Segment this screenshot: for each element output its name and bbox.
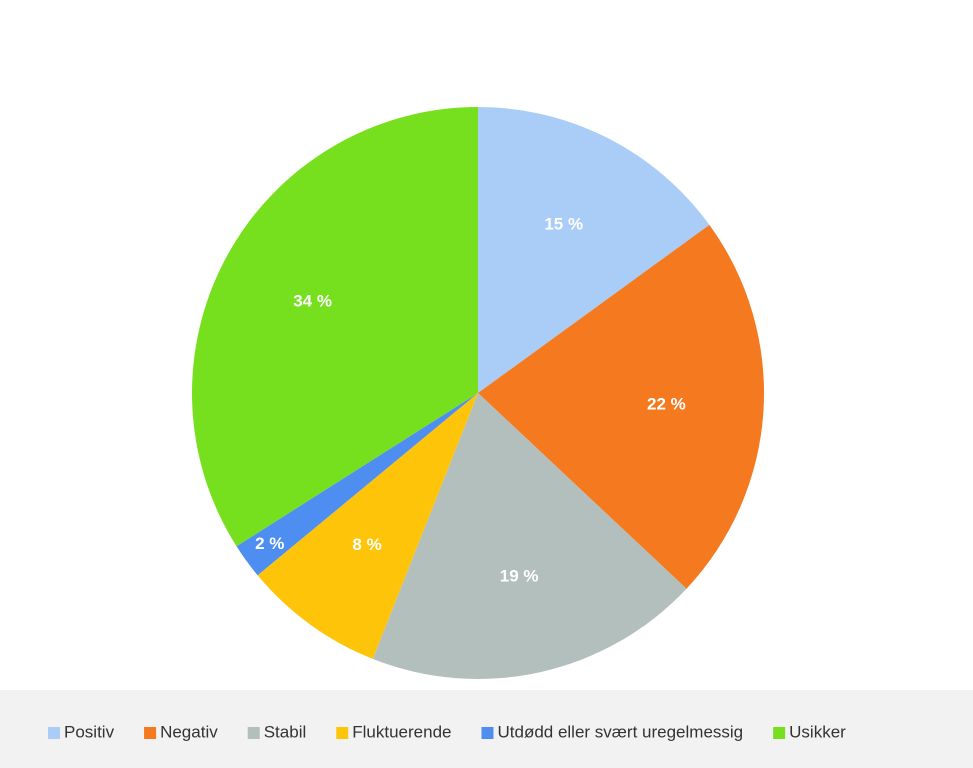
legend-label: Stabil (264, 722, 307, 741)
legend-swatch (481, 727, 494, 739)
value-label: 15 % (544, 214, 583, 233)
legend-label: Fluktuerende (352, 722, 451, 741)
value-label: 2 % (255, 534, 284, 553)
pie-slice (192, 106, 478, 547)
legend-swatch (48, 727, 60, 739)
legend-label: Utdødd eller svært uregelmessig (497, 722, 743, 741)
legend-label: Negativ (160, 722, 218, 741)
value-label: 8 % (352, 535, 381, 554)
value-label: 19 % (500, 567, 539, 586)
value-label: 22 % (647, 394, 686, 413)
pie-slice (372, 393, 687, 680)
pie-slice (236, 393, 478, 576)
legend-label: Usikker (789, 722, 846, 741)
legend-swatch (773, 727, 786, 739)
pie-slice (478, 224, 764, 589)
legend-swatch (336, 727, 349, 739)
pie-slice (257, 393, 478, 659)
legend-label: Positiv (64, 722, 115, 741)
legend-swatch (144, 727, 157, 739)
value-label: 34 % (293, 292, 332, 311)
pie-slice (478, 107, 710, 393)
legend-swatch (247, 727, 260, 739)
